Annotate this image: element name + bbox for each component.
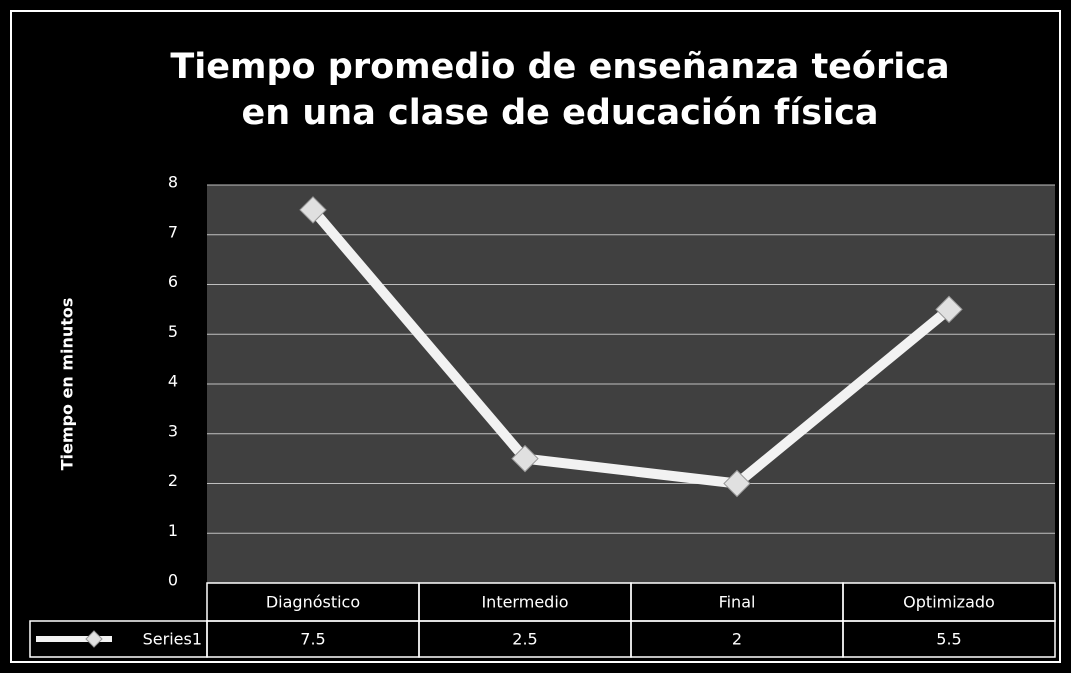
y-tick-label: 1	[168, 521, 178, 540]
y-tick-label: 0	[168, 571, 178, 590]
legend-label: Series1	[143, 630, 202, 649]
y-tick-label: 2	[168, 471, 178, 490]
data-marker	[935, 295, 963, 324]
data-marker	[723, 469, 751, 498]
y-tick-label: 5	[168, 322, 178, 341]
chart-title: Tiempo promedio de enseñanza teórica en …	[170, 47, 950, 133]
y-tick-label: 3	[168, 421, 178, 440]
y-tick-label: 6	[168, 272, 178, 291]
x-tick-label: Diagnóstico	[266, 593, 360, 612]
table-cell	[842, 620, 1056, 658]
x-tick-label: Intermedio	[481, 593, 568, 612]
table-value: 2	[732, 630, 742, 649]
table-value: 7.5	[300, 630, 325, 649]
table-value: 2.5	[512, 630, 537, 649]
data-line	[309, 206, 953, 489]
table-value: 5.5	[936, 630, 961, 649]
y-tick-label: 7	[168, 222, 178, 241]
legend-key-marker	[85, 630, 103, 648]
y-tick-label: 8	[168, 173, 178, 192]
x-tick-label: Optimizado	[903, 593, 995, 612]
data-marker	[299, 196, 327, 224]
x-tick-label: Final	[719, 593, 756, 612]
y-axis-label: Tiempo en minutos	[58, 298, 77, 471]
y-tick-label: 4	[168, 372, 178, 391]
data-marker	[511, 444, 539, 473]
